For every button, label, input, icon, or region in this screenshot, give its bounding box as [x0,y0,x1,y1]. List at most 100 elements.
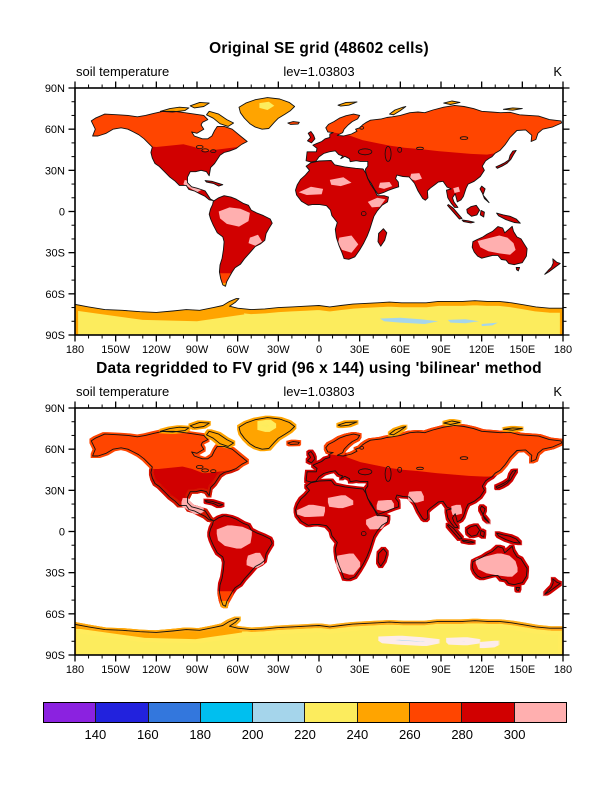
x-tick-label: 90E [431,664,451,676]
x-tick-label: 30E [350,344,370,356]
coastline-antarctica [75,618,563,633]
y-tick-label: 90S [45,650,65,662]
coastline-java [461,539,475,544]
y-tick-label: 60S [45,289,65,301]
lake-outline [357,148,373,156]
panel-title-original: Original SE grid (48602 cells) [209,40,429,57]
coastline-new-guinea [496,532,521,544]
x-tick-label: 60W [226,664,249,676]
landmass-antarctica [75,298,563,335]
world-map-original-se: 180 150W 120W 90W 60W 30W 0 30E 60E 90E 120E 150E 18… [45,81,572,356]
lake-outline [360,211,367,217]
coastline-britain [307,131,316,144]
level-value-label: lev=1.03803 [283,384,355,399]
variable-name-label: soil temperature [76,384,170,399]
y-tick-label: 60S [45,609,65,621]
coastline-south-america [208,195,273,287]
coastline-borneo [466,524,481,537]
lake-outline [195,465,204,470]
coastline-iceland [287,441,300,445]
coastline-borneo [466,204,481,217]
coastline-cuba-antilles [204,180,224,187]
x-tick-label: 0 [316,344,322,356]
colorbar-cell-cyan [200,703,254,722]
colorbar-boundary-label: 180 [189,727,212,742]
landmass-britain [307,131,315,143]
colorbar-cell-purple [44,703,97,722]
colorbar-boundary-label: 160 [136,727,159,742]
coastline-new-guinea [496,212,521,224]
landmass-arctic-island-2 [190,102,210,108]
coastline-madagascar [377,548,388,567]
world-map-regridded-fv: 180 150W 120W 90W 60W 30W 0 30E 60E 90E 120E 150E 18… [45,401,572,676]
lake-outline [201,148,209,153]
y-tick-label: 30N [45,165,65,177]
x-tick-label: 150W [101,664,130,676]
coastline-sumatra [447,524,463,540]
x-tick-label: 90E [431,344,451,356]
coastline-south-america [208,515,273,607]
coastline-eurasia [305,424,563,528]
x-tick-label: 60E [391,344,411,356]
x-tick-label: 90W [186,344,209,356]
x-tick-label: 180 [66,664,84,676]
x-tick-label: 150E [509,664,535,676]
coastline-severnaya-zemlya [443,420,461,425]
colorbar-boundary-label: 240 [346,727,369,742]
coastline-svalbard [337,421,358,427]
landmass-novaya-zemlya [389,426,406,435]
landmass-new-guinea [496,213,521,224]
colorbar-boundary-label: 300 [503,727,526,742]
landmass-baffin [206,111,234,127]
landmass-britain [307,451,315,463]
landmass-antarctica [75,618,563,655]
coastline-britain [307,451,316,464]
landmass-japan [495,470,517,489]
lake-outline [459,136,469,140]
landmass-madagascar [378,228,387,247]
x-tick-label: 120W [142,344,171,356]
lake-outline [357,468,373,476]
coastline-novaya-zemlya [389,106,407,116]
colorbar-cell-red [462,703,515,722]
units-label: K [553,64,562,79]
coastline-new-siberian-is [502,107,523,111]
x-tick-label: 120E [469,344,495,356]
coastline-greenland [238,97,296,130]
coastline-japan [495,149,517,169]
panel-original-se-grid: Original SE grid (48602 cells) lev=1.038… [0,30,612,365]
x-tick-label: 120W [142,664,171,676]
coastline-north-america [90,110,248,201]
x-tick-label: 30E [350,664,370,676]
colorbar-labels: 140 160 180 200 220 240 260 280 300 [43,727,567,745]
coastline-sumatra [447,204,463,220]
landmass-madagascar [378,548,387,567]
coastline-philippines [479,505,490,524]
x-tick-label: 150E [509,344,535,356]
landmass-baffin [206,431,234,447]
y-tick-label: 30S [45,568,65,580]
coastline-arctic-island-2 [189,421,210,429]
coastline-australia [471,545,528,586]
lake-outline [459,456,469,460]
coastline-greenland [238,417,296,450]
coastline-sulawesi [479,529,485,538]
coastline-madagascar [377,228,388,247]
coastline-svalbard [337,101,358,107]
coastline-philippines [479,185,490,204]
x-tick-label: 180 [554,664,572,676]
y-tick-label: 0 [59,527,65,539]
y-tick-label: 30N [45,485,65,497]
landmass-novaya-zemlya [389,106,406,115]
coastline-antarctica [75,298,563,313]
colorbar-boundary-label: 220 [294,727,316,742]
landmass-africa [295,160,389,260]
lake-outline [416,146,424,151]
y-tick-label: 60N [45,444,65,456]
coastline-new-zealand [544,578,561,595]
coastline-java [461,219,475,224]
lake-outline [384,146,392,162]
colorbar-boundary-label: 260 [398,727,421,742]
y-tick-label: 90N [45,83,65,95]
coastline-north-america [90,430,248,521]
